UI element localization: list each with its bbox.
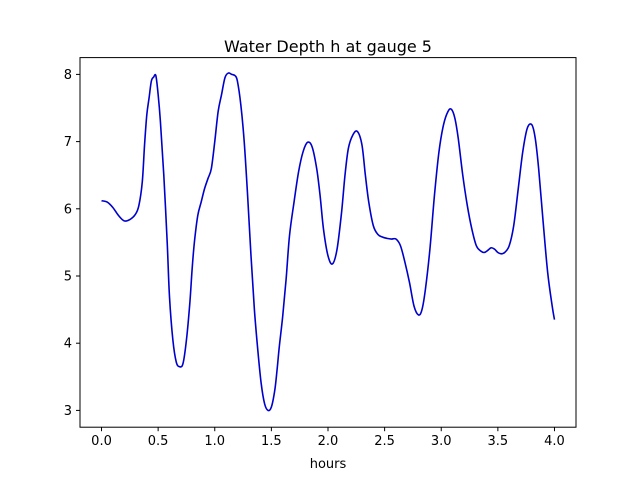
y-tick-label: 6 <box>64 202 72 217</box>
y-tick-label: 7 <box>64 135 72 150</box>
series-line <box>101 72 556 412</box>
x-tick-label: 1.5 <box>261 434 282 449</box>
y-tick-label: 5 <box>64 270 72 285</box>
x-tick-label: 2.0 <box>318 434 339 449</box>
x-tick-label: 3.5 <box>488 434 509 449</box>
x-tick-label: 4.0 <box>544 434 565 449</box>
y-axis: 3 4 5 6 7 8 <box>64 68 80 419</box>
x-tick-label: 0.0 <box>91 434 112 449</box>
y-tick-label: 8 <box>64 68 72 83</box>
x-axis: 0.0 0.5 1.0 1.5 2.0 2.5 3.0 3.5 4.0 <box>91 427 565 449</box>
chart-title: Water Depth h at gauge 5 <box>224 37 432 56</box>
x-tick-label: 3.0 <box>431 434 452 449</box>
x-tick-label: 2.5 <box>374 434 395 449</box>
y-tick-label: 4 <box>64 337 72 352</box>
x-axis-label: hours <box>310 457 347 472</box>
x-tick-label: 1.0 <box>204 434 225 449</box>
y-tick-label: 3 <box>64 404 72 419</box>
x-tick-label: 0.5 <box>148 434 169 449</box>
plot-area <box>79 57 577 428</box>
